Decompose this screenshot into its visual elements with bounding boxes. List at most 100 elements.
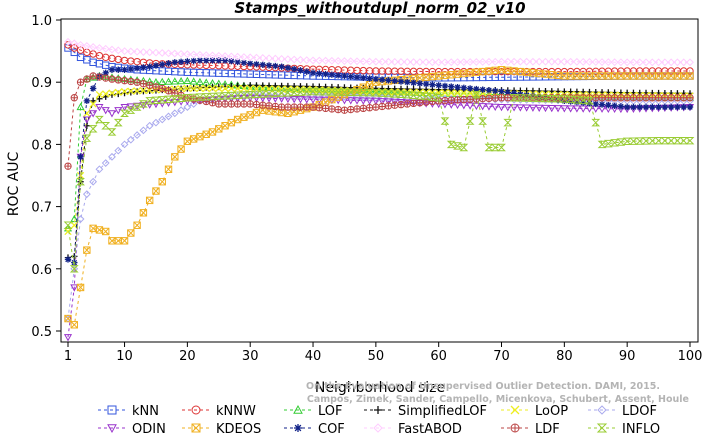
point-marker	[321, 56, 330, 65]
point-marker	[158, 115, 167, 124]
point-marker	[101, 227, 110, 236]
point-marker-cross	[498, 94, 505, 101]
point-marker	[89, 43, 98, 51]
point-marker-cross	[191, 423, 201, 433]
point-marker	[629, 137, 638, 145]
point-marker	[441, 82, 449, 90]
legend-label: INFLO	[622, 422, 660, 434]
point-marker-cross	[410, 100, 417, 107]
point-marker	[660, 136, 670, 145]
point-marker	[63, 334, 73, 342]
point-marker	[573, 98, 581, 106]
point-marker	[95, 115, 104, 124]
point-marker-cross	[133, 221, 141, 229]
point-marker-cross	[115, 76, 122, 84]
point-marker	[429, 81, 436, 88]
point-marker	[264, 90, 274, 98]
x-tick-label: 40	[305, 349, 322, 364]
point-marker	[522, 95, 531, 104]
point-marker	[101, 122, 111, 130]
legend-label: COF	[318, 422, 345, 434]
point-marker	[509, 94, 519, 102]
point-marker	[358, 88, 368, 97]
legend-item-simplifiedlof: SimplifiedLOF	[364, 404, 487, 419]
point-marker	[422, 80, 430, 88]
point-marker	[316, 70, 323, 77]
point-marker-cross	[479, 95, 486, 102]
point-marker	[572, 96, 582, 104]
point-marker	[630, 103, 637, 111]
point-marker	[623, 103, 631, 111]
point-marker	[528, 94, 538, 102]
x-tick-label: 30	[242, 349, 259, 364]
point-marker	[196, 57, 204, 64]
point-marker	[447, 58, 456, 67]
point-marker-cross	[636, 72, 644, 80]
point-marker	[108, 152, 116, 161]
point-marker	[674, 103, 681, 111]
point-marker	[215, 57, 222, 64]
legend-item-lof: LOF	[284, 404, 343, 419]
point-marker-cross	[108, 75, 116, 83]
point-marker	[585, 97, 594, 105]
point-marker	[373, 423, 383, 433]
point-marker	[660, 58, 669, 67]
point-marker	[170, 95, 180, 103]
point-marker	[132, 103, 142, 111]
point-marker-cross	[83, 246, 91, 254]
point-marker	[641, 137, 651, 145]
point-marker-cross	[674, 94, 681, 101]
point-marker-cross	[234, 115, 242, 124]
point-marker	[120, 237, 129, 245]
point-marker	[347, 73, 354, 80]
point-marker	[435, 82, 442, 89]
legend-label: FastABOD	[398, 422, 462, 434]
point-marker	[202, 51, 211, 60]
point-marker-cross	[541, 70, 550, 78]
point-marker	[89, 100, 97, 108]
point-marker	[82, 134, 92, 142]
point-marker	[471, 90, 481, 99]
point-marker	[541, 94, 550, 103]
point-marker	[597, 405, 607, 415]
point-marker	[635, 58, 644, 67]
point-marker	[170, 109, 179, 118]
point-marker-cross	[133, 79, 141, 86]
point-marker	[76, 40, 85, 49]
point-marker	[616, 138, 626, 146]
point-marker	[95, 44, 104, 52]
point-marker	[371, 97, 380, 106]
point-marker	[101, 159, 110, 167]
point-marker-cross	[372, 103, 380, 111]
point-marker	[240, 84, 248, 93]
point-marker-cross	[221, 122, 229, 130]
point-marker	[529, 96, 537, 104]
point-marker	[114, 88, 122, 96]
point-marker-cross	[146, 196, 154, 204]
point-marker	[453, 89, 462, 97]
point-marker	[64, 314, 72, 323]
point-marker	[69, 265, 79, 273]
point-marker	[492, 87, 499, 95]
point-marker-cross	[203, 98, 210, 105]
point-marker-cross	[102, 74, 109, 82]
point-marker-cross	[592, 72, 600, 80]
point-marker	[547, 57, 556, 66]
point-marker	[277, 54, 286, 63]
x-tick-label: 90	[619, 349, 636, 364]
legend-label: SimplifiedLOF	[398, 404, 487, 419]
point-marker-cross	[196, 133, 204, 141]
x-tick-label: 10	[116, 349, 133, 364]
point-marker	[252, 90, 261, 99]
point-marker	[164, 99, 173, 107]
point-marker	[278, 82, 285, 90]
legend-item-knnw: kNNW	[182, 404, 256, 419]
point-marker	[107, 128, 117, 136]
point-marker-cross	[497, 66, 506, 74]
point-marker	[353, 74, 361, 81]
point-marker	[165, 60, 172, 67]
point-marker	[308, 96, 318, 104]
point-marker-cross	[567, 72, 575, 80]
point-marker	[472, 58, 481, 66]
point-marker-cross	[560, 72, 568, 80]
